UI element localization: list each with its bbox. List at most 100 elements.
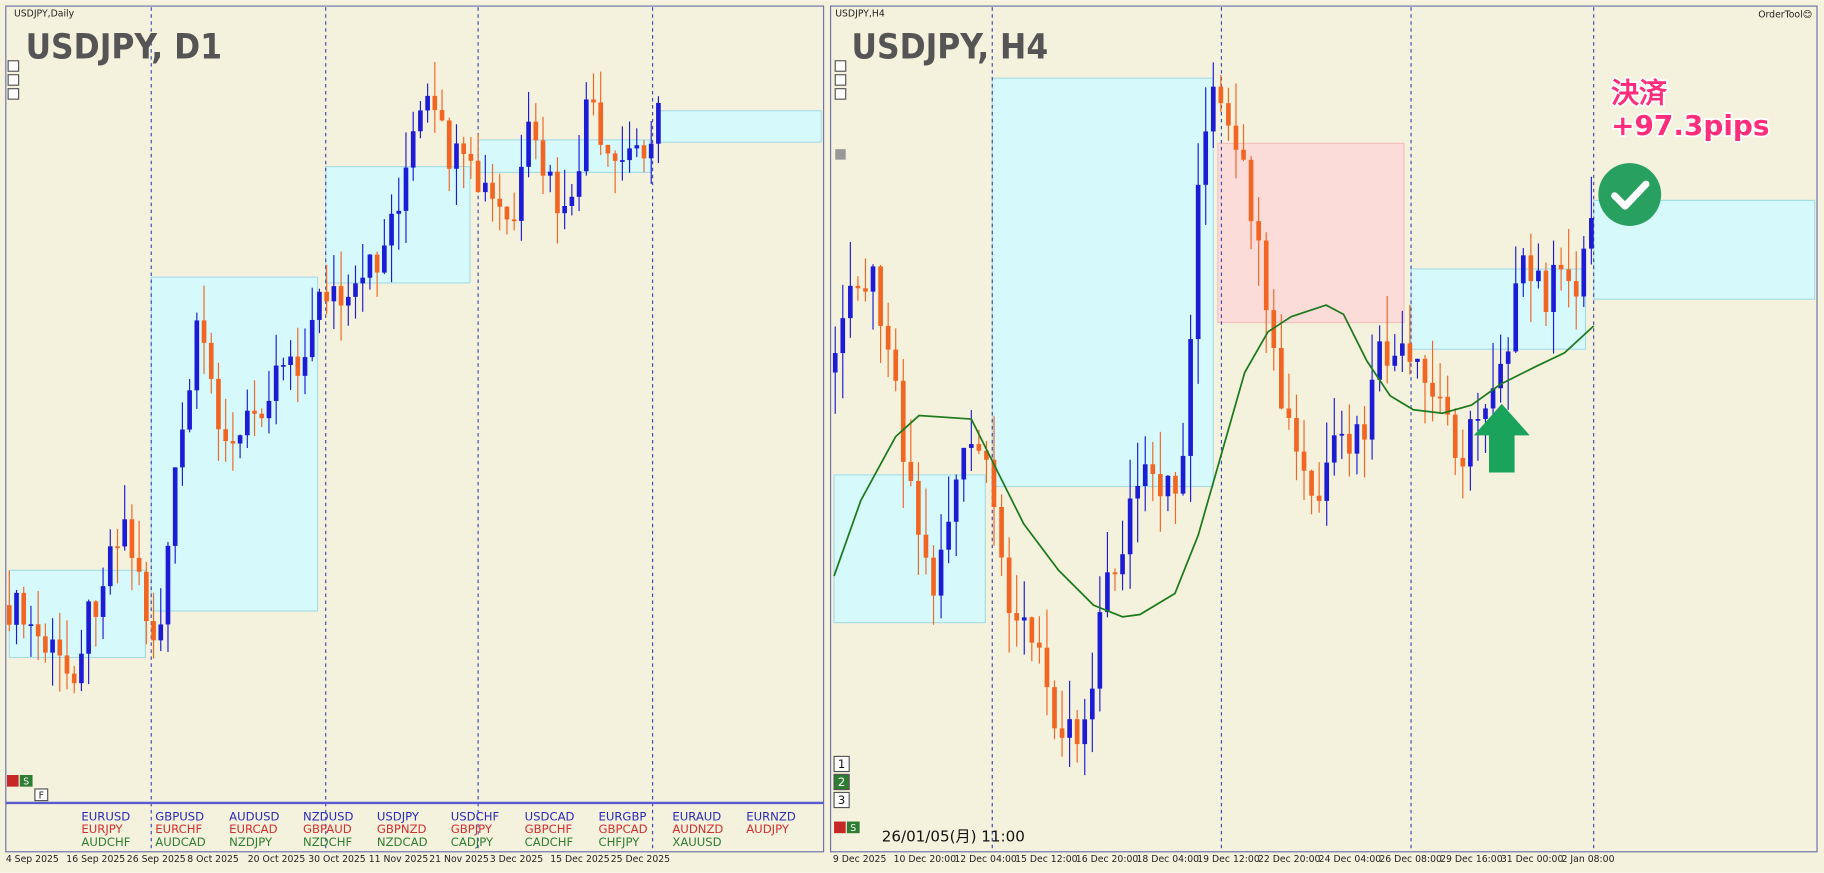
pair-link[interactable]: EURUSD bbox=[81, 809, 130, 823]
candle-body bbox=[100, 586, 106, 617]
pair-link[interactable]: USDJPY bbox=[377, 809, 420, 823]
minus-button[interactable] bbox=[6, 775, 19, 787]
candle-body bbox=[21, 592, 27, 625]
candle-body bbox=[1309, 470, 1314, 496]
candle-body bbox=[1475, 419, 1481, 421]
candle-body bbox=[519, 166, 524, 221]
scroll-buttons[interactable] bbox=[7, 60, 20, 100]
candle-body bbox=[540, 140, 546, 176]
candle-body bbox=[1445, 396, 1451, 415]
candle-body bbox=[6, 605, 12, 625]
candle-body bbox=[1536, 270, 1541, 282]
pair-link[interactable]: CADJPY bbox=[451, 835, 494, 849]
candle-body bbox=[475, 160, 481, 193]
candle-body bbox=[28, 624, 34, 627]
scroll-buttons[interactable] bbox=[834, 60, 847, 160]
pair-link[interactable]: EURNZD bbox=[746, 809, 796, 823]
pair-link[interactable]: GBPCAD bbox=[599, 822, 648, 836]
pair-link[interactable]: EURAUD bbox=[672, 809, 721, 823]
candle-body bbox=[230, 441, 236, 444]
tab[interactable] bbox=[833, 755, 850, 773]
candle-body bbox=[1399, 343, 1405, 356]
candle-body bbox=[360, 277, 366, 284]
candle-body bbox=[43, 636, 48, 653]
candle-body bbox=[605, 144, 611, 154]
candle-body bbox=[309, 319, 315, 358]
pair-link[interactable]: CADCHF bbox=[525, 835, 574, 849]
pair-link[interactable]: GBPUSD bbox=[155, 809, 204, 823]
pair-link[interactable]: GBPAUD bbox=[303, 822, 352, 836]
tool-label[interactable]: OrderTool😊 bbox=[1758, 10, 1812, 21]
pair-link[interactable]: NZDUSD bbox=[303, 809, 353, 823]
candle-body bbox=[439, 110, 445, 121]
candle-body bbox=[1520, 255, 1526, 284]
pair-link[interactable]: AUDCAD bbox=[155, 835, 205, 849]
candle-body bbox=[403, 167, 409, 211]
candle-body bbox=[1589, 218, 1594, 249]
pair-link[interactable]: GBPCHF bbox=[525, 822, 573, 836]
candle-body bbox=[266, 400, 272, 419]
pair-link[interactable]: XAUUSD bbox=[672, 835, 721, 849]
candle-body bbox=[620, 160, 625, 162]
pair-link[interactable]: AUDJPY bbox=[746, 822, 790, 836]
pair-link[interactable]: AUDNZD bbox=[672, 822, 723, 836]
pair-link[interactable]: AUDCHF bbox=[81, 835, 130, 849]
candle-body bbox=[1437, 396, 1443, 399]
candle-body bbox=[1452, 414, 1458, 458]
pair-link[interactable]: NZDJPY bbox=[229, 835, 273, 849]
tab[interactable] bbox=[833, 791, 850, 809]
s-button[interactable] bbox=[846, 821, 860, 834]
chart-title: USDJPY, H4 bbox=[852, 27, 1049, 67]
pair-link[interactable]: EURCAD bbox=[229, 822, 277, 836]
pair-link[interactable]: EURCHF bbox=[155, 822, 202, 836]
candle-body bbox=[129, 519, 135, 558]
x-label: 29 Dec 16:00 bbox=[1440, 854, 1503, 865]
candle-body bbox=[468, 153, 474, 161]
candle-body bbox=[598, 102, 604, 145]
button-label: F bbox=[39, 790, 44, 801]
candle-body bbox=[410, 131, 416, 168]
annotation: 決済 bbox=[1611, 77, 1668, 110]
minus-button[interactable] bbox=[834, 821, 846, 834]
range-box bbox=[8, 569, 146, 659]
candle-body bbox=[382, 245, 387, 273]
candle-body bbox=[35, 624, 41, 637]
candles bbox=[832, 62, 1594, 776]
candle-body bbox=[1505, 351, 1511, 364]
candle-body bbox=[151, 621, 156, 641]
x-label: 2 Jan 08:00 bbox=[1562, 854, 1615, 865]
pair-link[interactable]: USDCAD bbox=[525, 809, 575, 823]
candle-body bbox=[900, 380, 906, 462]
check-mark bbox=[1611, 180, 1650, 210]
range-box bbox=[1217, 142, 1405, 324]
pair-link[interactable]: NZDCHF bbox=[303, 835, 352, 849]
pair-link[interactable]: GBPNZD bbox=[377, 822, 427, 836]
pair-link[interactable]: USDCHF bbox=[451, 809, 500, 823]
candle-body bbox=[1218, 86, 1224, 104]
candle-body bbox=[273, 365, 279, 401]
candle-body bbox=[396, 210, 402, 214]
f-button[interactable] bbox=[34, 788, 49, 802]
s-button[interactable] bbox=[19, 775, 33, 787]
candle-body bbox=[1460, 457, 1466, 467]
pair-link[interactable]: CHFJPY bbox=[599, 835, 641, 849]
pair-link[interactable]: EURJPY bbox=[81, 822, 123, 836]
candle-body bbox=[1241, 149, 1246, 160]
check-icon bbox=[1598, 163, 1662, 226]
pair-link[interactable]: GBPJPY bbox=[451, 822, 493, 836]
candle-body bbox=[1127, 498, 1133, 555]
candle-body bbox=[418, 110, 423, 132]
candle-body bbox=[1052, 687, 1057, 729]
tab[interactable] bbox=[833, 773, 850, 791]
candle-body bbox=[1014, 613, 1020, 621]
pair-link[interactable]: EURGBP bbox=[599, 809, 647, 823]
candle-body bbox=[1490, 388, 1496, 409]
candle-body bbox=[1044, 647, 1050, 688]
pair-link[interactable]: NZDCAD bbox=[377, 835, 428, 849]
candle-body bbox=[1256, 221, 1261, 241]
candle-body bbox=[984, 450, 989, 460]
candle-body bbox=[840, 318, 846, 354]
x-label: 19 Dec 12:00 bbox=[1197, 854, 1260, 865]
pair-link[interactable]: AUDUSD bbox=[229, 809, 279, 823]
candle-body bbox=[634, 145, 640, 149]
